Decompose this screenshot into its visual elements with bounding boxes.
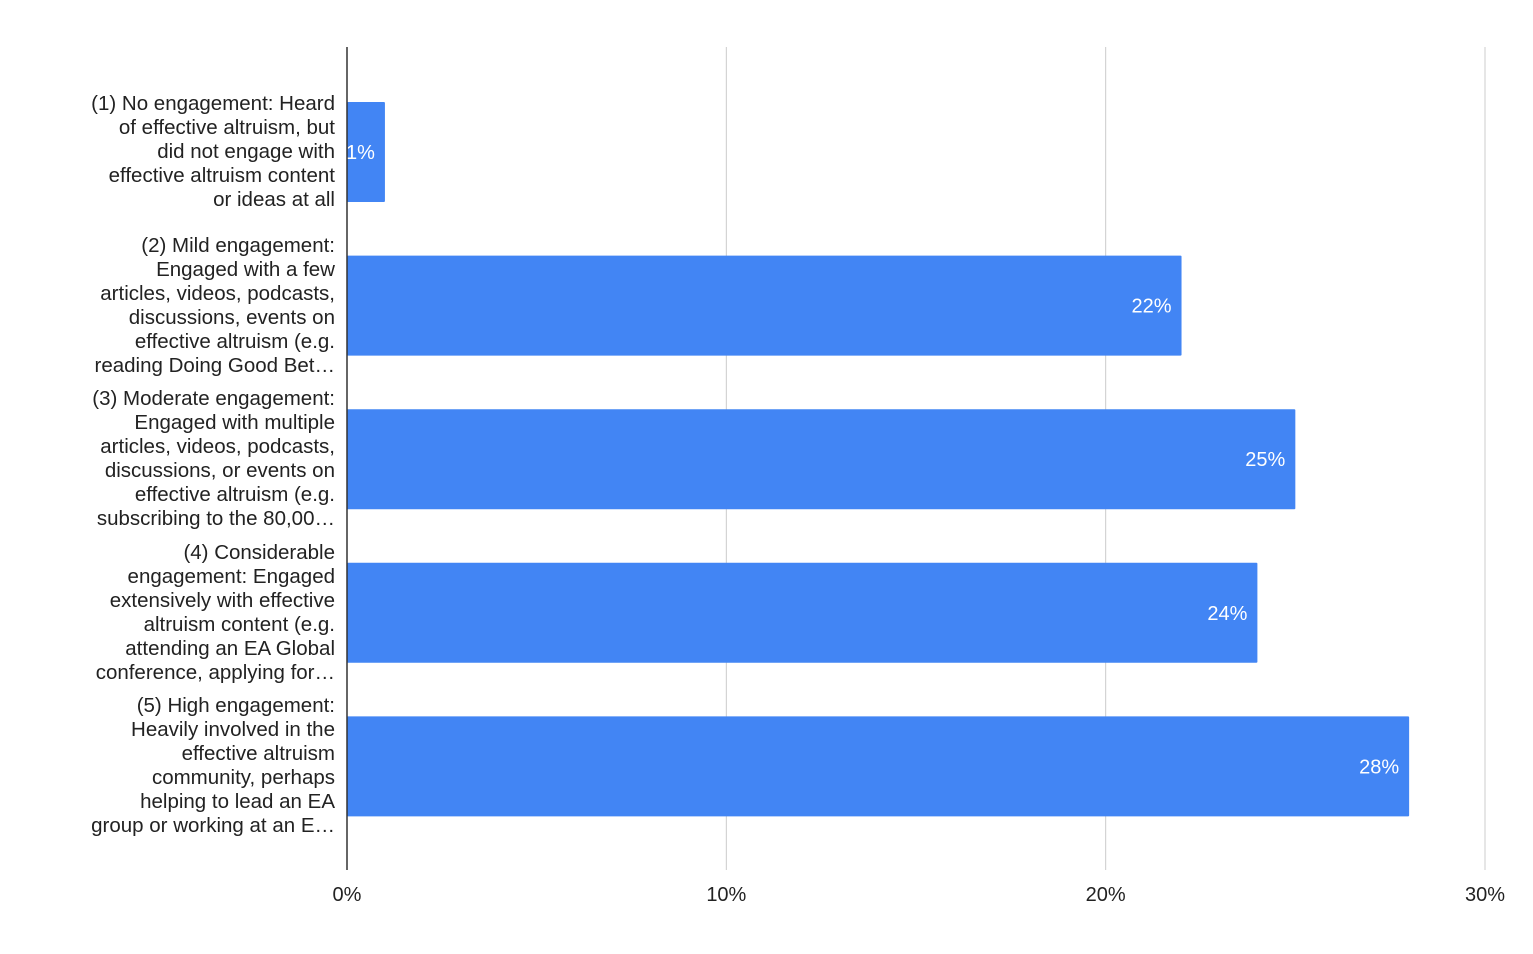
bar [347, 255, 1182, 356]
x-tick-label: 10% [706, 884, 746, 906]
category-label-wrap: (2) Mild engagement: Engaged with a few … [35, 234, 335, 377]
category-label-wrap: (4) Considerable engagement: Engaged ext… [35, 541, 335, 684]
bar-value-label: 25% [1245, 449, 1285, 471]
category-label: (1) No engagement: Heard of effective al… [91, 92, 335, 211]
bar-value-label: 1% [346, 142, 375, 164]
x-tick-label: 30% [1465, 884, 1505, 906]
category-label-wrap: (1) No engagement: Heard of effective al… [35, 92, 335, 211]
category-label: (4) Considerable engagement: Engaged ext… [95, 540, 335, 684]
bar-labels: 1% 22% 25% 24% 28% [346, 142, 1399, 778]
category-label-wrap: (3) Moderate engagement: Engaged with mu… [35, 387, 335, 530]
bar-value-label: 22% [1132, 296, 1172, 318]
category-label-wrap: (5) High engagement: Heavily involved in… [35, 694, 335, 837]
x-tick-labels: 0% 10% 20% 30% [333, 884, 1506, 906]
bar-value-label: 28% [1359, 756, 1399, 778]
x-tick-label: 0% [333, 884, 362, 906]
bar [347, 409, 1296, 510]
bar [347, 562, 1258, 663]
category-label: (2) Mild engagement: Engaged with a few … [94, 233, 335, 377]
bars [347, 102, 1410, 817]
category-label: (5) High engagement: Heavily involved in… [91, 694, 335, 838]
x-tick-label: 20% [1086, 884, 1126, 906]
bar-value-label: 24% [1207, 603, 1247, 625]
bar [347, 102, 385, 202]
category-label: (3) Moderate engagement: Engaged with mu… [92, 387, 335, 531]
bar [347, 716, 1410, 817]
